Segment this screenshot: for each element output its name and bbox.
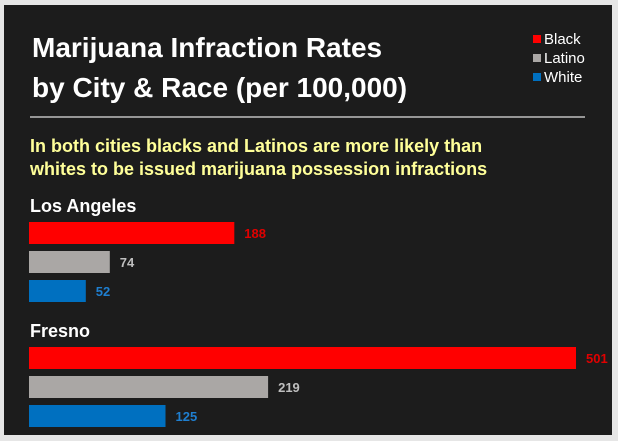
chart-title-line-1: Marijuana Infraction Rates: [32, 32, 382, 63]
legend: Black Latino White: [533, 31, 585, 86]
bar-fresno-latino: [29, 376, 269, 398]
value-label-los-angeles-white: 52: [96, 284, 110, 299]
subtitle-line-1: In both cities blacks and Latinos are mo…: [30, 136, 482, 156]
bar-los-angeles-latino: [29, 251, 110, 273]
city-label-fresno: Fresno: [30, 321, 90, 341]
value-label-fresno-latino: 219: [278, 380, 300, 395]
value-label-los-angeles-latino: 74: [120, 255, 135, 270]
legend-label-black: Black: [544, 31, 581, 48]
bar-los-angeles-white: [29, 280, 86, 302]
chart-background: [4, 5, 612, 435]
bar-los-angeles-black: [29, 222, 235, 244]
bar-fresno-white: [29, 405, 166, 427]
value-label-los-angeles-black: 188: [244, 226, 266, 241]
bar-groups: Los Angeles 188 74 52 Fresno 501 219 125: [29, 196, 608, 427]
legend-label-latino: Latino: [544, 50, 585, 67]
legend-swatch-black: [533, 35, 541, 43]
bar-fresno-black: [29, 347, 576, 369]
legend-swatch-latino: [533, 54, 541, 62]
legend-label-white: White: [544, 69, 582, 86]
value-label-fresno-white: 125: [176, 409, 198, 424]
city-label-los-angeles: Los Angeles: [30, 196, 136, 216]
subtitle-line-2: whites to be issued marijuana possession…: [29, 159, 487, 179]
legend-swatch-white: [533, 73, 541, 81]
value-label-fresno-black: 501: [586, 351, 608, 366]
chart-title-line-2: by City & Race (per 100,000): [32, 72, 407, 103]
